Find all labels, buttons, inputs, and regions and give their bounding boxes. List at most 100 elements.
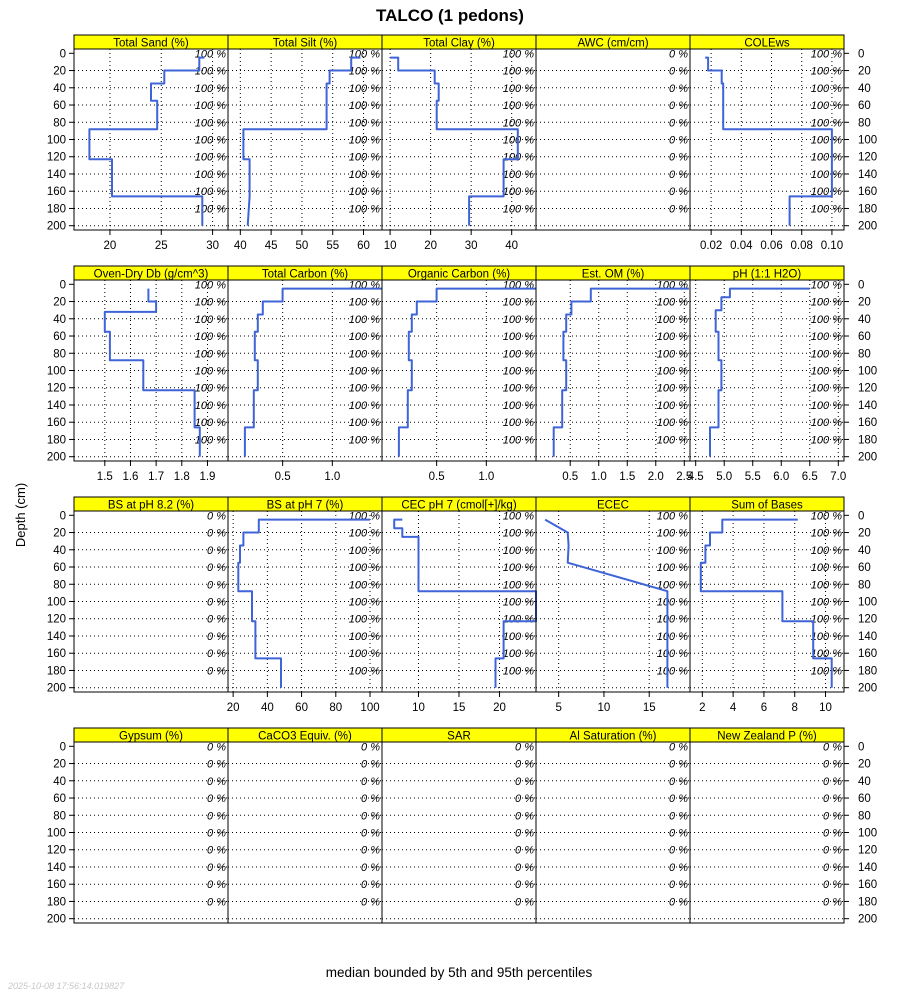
percent-label: 100 % bbox=[811, 297, 842, 309]
percent-label: 100 % bbox=[811, 528, 842, 540]
x-tick-label: 1.0 bbox=[478, 471, 494, 483]
percent-label: 0 % bbox=[361, 810, 380, 822]
panel: BS at pH 7 (%) 100 % 100 % 100 % 100 % 100 % 1… bbox=[227, 496, 383, 714]
percent-label: 100 % bbox=[195, 117, 226, 129]
percent-label: 100 % bbox=[349, 562, 380, 574]
panel: Gypsum (%) 0 % 0 % 0 % 0 % 0 % 0 % 0 % 0 % 0 % 0 % bbox=[73, 727, 229, 924]
percent-label: 0 % bbox=[361, 776, 380, 788]
x-tick-label: 1.5 bbox=[97, 471, 113, 483]
panel-title: Est. OM (%) bbox=[582, 269, 645, 281]
percent-label: 100 % bbox=[349, 366, 380, 378]
percent-label: 100 % bbox=[503, 400, 534, 412]
y-tick-label: 140 bbox=[858, 400, 877, 412]
y-tick-label: 60 bbox=[53, 562, 66, 574]
percent-label: 100 % bbox=[657, 510, 688, 522]
x-tick-label: 40 bbox=[505, 240, 518, 252]
percent-label: 100 % bbox=[503, 186, 534, 198]
y-tick-label: 80 bbox=[858, 810, 871, 822]
percent-label: 100 % bbox=[811, 169, 842, 181]
panel-title: pH (1:1 H2O) bbox=[733, 269, 802, 281]
x-tick-label: 0.06 bbox=[760, 240, 782, 252]
percent-label: 100 % bbox=[503, 545, 534, 557]
y-tick-label: 60 bbox=[858, 331, 871, 343]
y-tick-label: 160 bbox=[47, 648, 66, 660]
panel: Total Clay (%) 100 % 100 % 100 % 100 % 100 % 1… bbox=[381, 34, 537, 252]
percent-label: 100 % bbox=[657, 528, 688, 540]
x-tick-label: 45 bbox=[265, 240, 278, 252]
percent-label: 100 % bbox=[811, 545, 842, 557]
x-tick-label: 4 bbox=[730, 702, 737, 714]
y-tick-label: 100 bbox=[858, 597, 877, 609]
percent-label: 100 % bbox=[349, 152, 380, 164]
x-tick-label: 15 bbox=[453, 702, 466, 714]
percent-label: 0 % bbox=[515, 845, 534, 857]
percent-label: 100 % bbox=[811, 614, 842, 626]
percent-label: 100 % bbox=[349, 297, 380, 309]
percent-label: 0 % bbox=[823, 828, 842, 840]
x-tick-label: 0.5 bbox=[562, 471, 578, 483]
chart-title: TALCO (1 pedons) bbox=[376, 6, 524, 25]
y-tick-label: 80 bbox=[53, 348, 66, 360]
percent-label: 0 % bbox=[823, 879, 842, 891]
x-tick-label: 30 bbox=[465, 240, 478, 252]
percent-label: 100 % bbox=[349, 400, 380, 412]
percent-label: 100 % bbox=[503, 203, 534, 215]
percent-label: 100 % bbox=[349, 434, 380, 446]
percent-label: 100 % bbox=[657, 383, 688, 395]
percent-label: 100 % bbox=[195, 152, 226, 164]
percent-label: 100 % bbox=[811, 579, 842, 591]
median-profile-line bbox=[705, 56, 833, 226]
y-tick-label: 40 bbox=[53, 83, 66, 95]
x-tick-label: 0.5 bbox=[275, 471, 291, 483]
percent-label: 100 % bbox=[195, 331, 226, 343]
y-axis-label: Depth (cm) bbox=[13, 483, 28, 547]
percent-label: 0 % bbox=[515, 741, 534, 753]
panel-title: Total Carbon (%) bbox=[262, 269, 348, 281]
percent-label: 100 % bbox=[811, 314, 842, 326]
median-profile-line bbox=[393, 518, 537, 688]
percent-label: 100 % bbox=[349, 203, 380, 215]
percent-label: 0 % bbox=[515, 828, 534, 840]
x-tick-label: 20 bbox=[227, 702, 240, 714]
x-tick-label: 20 bbox=[424, 240, 437, 252]
percent-label: 0 % bbox=[669, 100, 688, 112]
y-tick-label: 120 bbox=[858, 845, 877, 857]
percent-label: 100 % bbox=[503, 562, 534, 574]
percent-label: 100 % bbox=[657, 665, 688, 677]
y-tick-label: 140 bbox=[858, 169, 877, 181]
y-tick-label: 100 bbox=[47, 597, 66, 609]
x-tick-label: 0.04 bbox=[730, 240, 753, 252]
panel: AWC (cm/cm) 0 % 0 % 0 % 0 % 0 % 0 % 0 % 0 % 0 % 0 … bbox=[535, 34, 691, 231]
panel-title: Total Sand (%) bbox=[113, 38, 189, 50]
y-tick-label: 80 bbox=[858, 117, 871, 129]
percent-label: 100 % bbox=[195, 83, 226, 95]
percent-label: 100 % bbox=[349, 383, 380, 395]
y-tick-label: 140 bbox=[47, 169, 66, 181]
percent-label: 100 % bbox=[811, 117, 842, 129]
percent-label: 0 % bbox=[207, 631, 226, 643]
panel-title: CaCO3 Equiv. (%) bbox=[258, 731, 352, 743]
percent-label: 100 % bbox=[657, 597, 688, 609]
percent-label: 100 % bbox=[811, 331, 842, 343]
percent-label: 100 % bbox=[503, 579, 534, 591]
percent-label: 100 % bbox=[349, 348, 380, 360]
percent-label: 100 % bbox=[195, 400, 226, 412]
percent-label: 100 % bbox=[349, 100, 380, 112]
y-tick-label: 80 bbox=[53, 579, 66, 591]
x-tick-label: 6 bbox=[761, 702, 767, 714]
percent-label: 100 % bbox=[657, 417, 688, 429]
panel: Total Silt (%) 100 % 100 % 100 % 100 % 100 % 1… bbox=[227, 34, 383, 252]
percent-label: 0 % bbox=[207, 562, 226, 574]
x-tick-label: 20 bbox=[493, 702, 506, 714]
percent-label: 0 % bbox=[515, 793, 534, 805]
y-tick-label: 20 bbox=[53, 66, 66, 78]
panel: SAR 0 % 0 % 0 % 0 % 0 % 0 % 0 % 0 % 0 % 0 % bbox=[381, 727, 537, 924]
percent-label: 0 % bbox=[207, 648, 226, 660]
y-tick-label: 200 bbox=[47, 914, 66, 926]
percent-label: 0 % bbox=[207, 879, 226, 891]
y-tick-label: 0 bbox=[60, 279, 66, 291]
percent-label: 0 % bbox=[823, 810, 842, 822]
percent-label: 100 % bbox=[811, 631, 842, 643]
y-tick-label: 200 bbox=[858, 452, 877, 464]
percent-label: 100 % bbox=[503, 614, 534, 626]
